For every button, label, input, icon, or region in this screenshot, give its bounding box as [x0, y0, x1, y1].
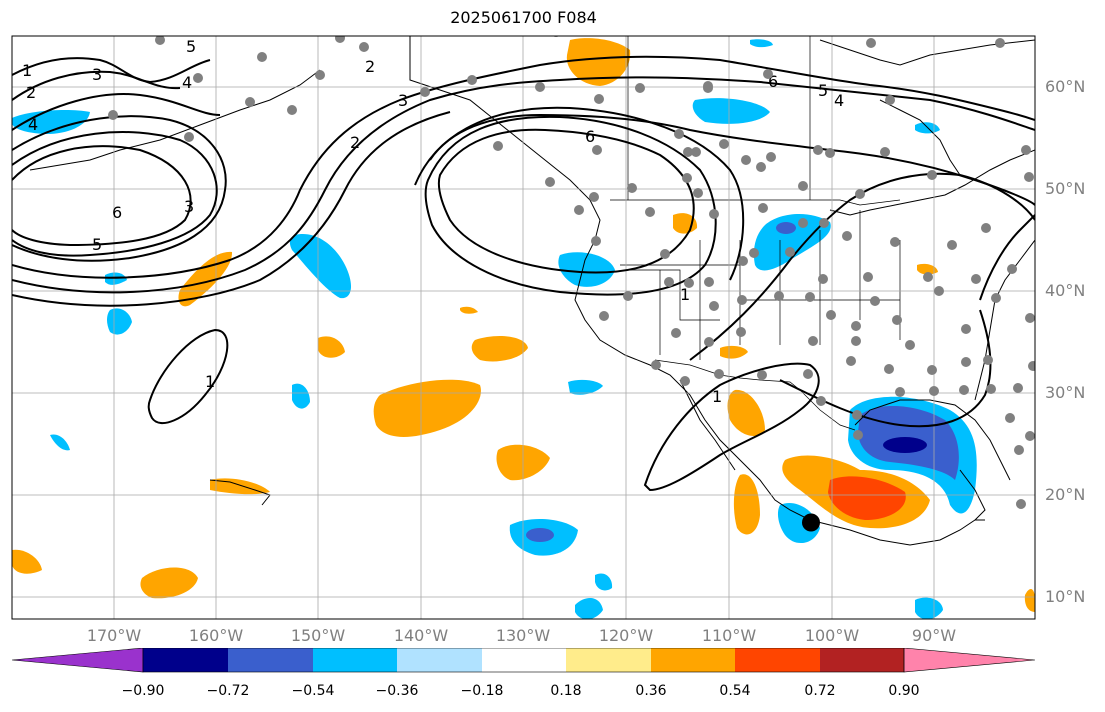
contour-label: 4 — [834, 91, 844, 110]
colorbar-label: 0.18 — [550, 683, 582, 699]
colorbar-swatch — [482, 648, 566, 672]
colorbar-swatch — [228, 648, 313, 672]
contour-label: 1 — [205, 372, 215, 391]
lat-tick-60: 60°N — [1045, 77, 1086, 96]
lon-tick-100w: 100°W — [804, 626, 860, 645]
colorbar-label: 0.72 — [804, 683, 836, 699]
contour-label: 6 — [585, 127, 595, 146]
colorbar-label: 0.36 — [635, 683, 667, 699]
contour-label: 5 — [92, 235, 102, 254]
colorbar-swatch — [651, 648, 735, 672]
contour-label: 5 — [186, 37, 196, 56]
contour-label: 3 — [92, 65, 102, 84]
contour-label: 1 — [22, 61, 32, 80]
station-dots — [108, 36, 1035, 509]
contour-label: 2 — [26, 83, 36, 102]
colorbar-extend-max — [903, 648, 1036, 673]
lon-tick-140w: 140°W — [393, 626, 449, 645]
contour-label: 1 — [712, 387, 722, 406]
map-title: 2025061700 F084 — [450, 8, 597, 27]
colorbar-label: −0.54 — [291, 683, 335, 699]
colorbar-swatch — [313, 648, 397, 672]
lon-tick-110w: 110°W — [701, 626, 757, 645]
contour-label: 6 — [768, 72, 778, 91]
colorbar-swatch — [566, 648, 651, 672]
lat-tick-40: 40°N — [1045, 281, 1086, 300]
colorbar-label: −0.18 — [460, 683, 504, 699]
graticule — [12, 36, 1035, 619]
colorbar-label: −0.72 — [206, 683, 250, 699]
lat-tick-30: 30°N — [1045, 383, 1086, 402]
contour-label: 2 — [365, 57, 375, 76]
lon-tick-130w: 130°W — [495, 626, 551, 645]
lon-tick-160w: 160°W — [188, 626, 244, 645]
lat-tick-50: 50°N — [1045, 179, 1086, 198]
colorbar-label: 0.90 — [888, 683, 920, 699]
colorbar-label: 0.54 — [719, 683, 751, 699]
colorbar-swatch — [143, 648, 228, 672]
lon-tick-120w: 120°W — [598, 626, 654, 645]
colorbar-swatch — [735, 648, 820, 672]
lat-tick-20: 20°N — [1045, 485, 1086, 504]
colorbar-swatch — [397, 648, 482, 672]
lat-tick-10: 10°N — [1045, 587, 1086, 606]
colorbar — [11, 648, 1036, 673]
location-marker — [802, 513, 820, 532]
contour-label: 4 — [182, 73, 192, 92]
map-panel: 1 2 3 4 5 6 3 4 5 2 3 2 6 6 5 4 1 1 1 — [11, 35, 1036, 620]
colorbar-label: −0.90 — [121, 683, 165, 699]
lon-tick-90w: 90°W — [911, 626, 957, 645]
colorbar-extend-min — [11, 648, 144, 673]
contour-labels: 1 2 3 4 5 6 3 4 5 2 3 2 6 6 5 4 1 1 1 — [22, 37, 844, 406]
lon-tick-150w: 150°W — [290, 626, 346, 645]
contour-label: 5 — [818, 81, 828, 100]
contour-lines — [12, 55, 1035, 492]
contour-label: 3 — [398, 91, 408, 110]
political-boundaries — [610, 36, 901, 431]
colorbar-label: −0.36 — [375, 683, 419, 699]
contour-label: 2 — [350, 133, 360, 152]
anomaly-shading — [12, 38, 1035, 619]
colorbar-swatch — [820, 648, 904, 672]
lon-tick-170w: 170°W — [86, 626, 142, 645]
contour-label: 4 — [28, 115, 38, 134]
contour-label: 3 — [184, 197, 194, 216]
contour-label: 6 — [112, 203, 122, 222]
contour-label: 1 — [680, 285, 690, 304]
